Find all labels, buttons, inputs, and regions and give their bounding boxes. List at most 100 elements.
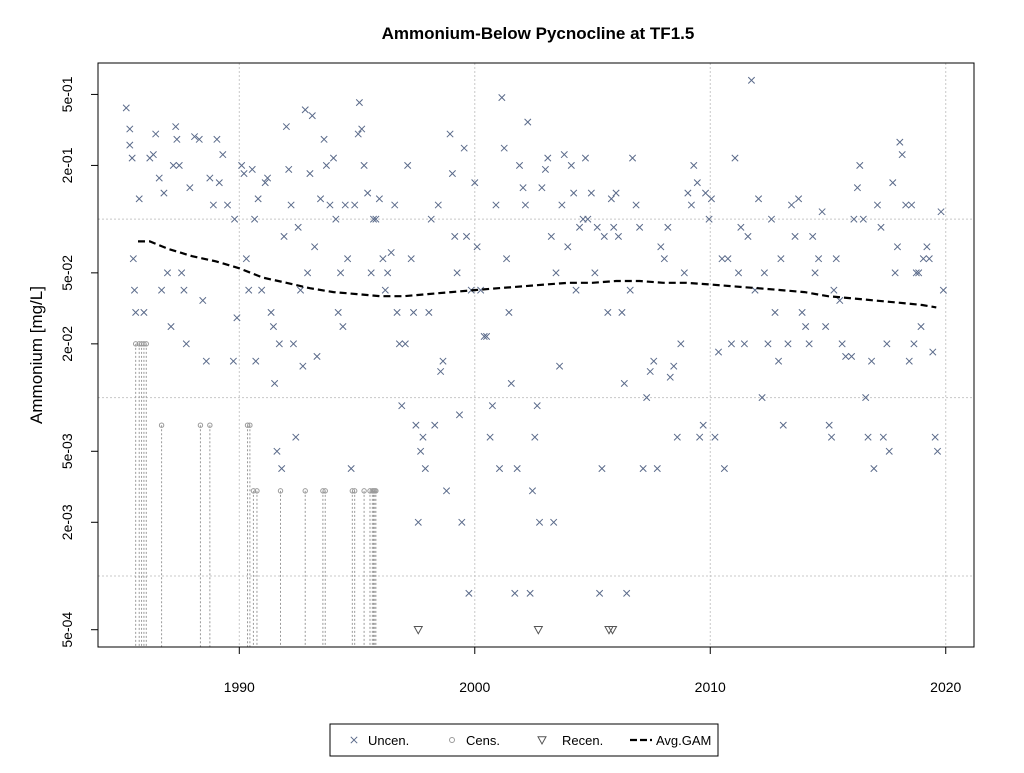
- uncensored-point: [802, 323, 810, 331]
- uncensored-point: [178, 269, 186, 277]
- uncensored-point: [336, 269, 345, 277]
- uncensored-point: [254, 195, 262, 203]
- uncensored-point: [572, 286, 580, 294]
- uncensored-point: [587, 189, 595, 197]
- uncensored-point: [912, 269, 920, 277]
- uncensored-point: [774, 357, 783, 365]
- uncensored-point: [129, 255, 137, 263]
- uncensored-point: [646, 367, 654, 376]
- uncensored-point: [347, 465, 355, 473]
- uncensored-point: [905, 357, 913, 365]
- uncensored-point: [538, 184, 546, 192]
- uncensored-point: [917, 323, 925, 331]
- uncensored-point: [919, 255, 927, 263]
- uncensored-point: [795, 195, 803, 203]
- uncensored-point: [838, 340, 846, 348]
- uncensored-point: [381, 286, 389, 294]
- uncensored-point: [369, 215, 378, 223]
- uncensored-point: [767, 215, 776, 223]
- uncensored-point: [326, 201, 334, 209]
- uncensored-point: [500, 144, 508, 152]
- plot-border: [97, 62, 975, 648]
- uncensored-point: [280, 232, 288, 240]
- uncensored-point: [304, 269, 312, 277]
- uncensored-point: [507, 379, 515, 387]
- uncensored-point: [412, 421, 420, 429]
- uncensored-point: [650, 357, 658, 365]
- uncensored-point: [503, 255, 511, 263]
- y-tick-label: 2e-03: [59, 504, 75, 540]
- uncensored-point: [149, 151, 157, 159]
- y-tick-label: 5e-04: [59, 612, 75, 648]
- censored-point: [302, 488, 308, 494]
- uncensored-point: [407, 255, 415, 263]
- uncensored-point: [354, 130, 362, 138]
- censored-series: [132, 341, 379, 647]
- uncensored-point: [434, 201, 442, 209]
- uncensored-point: [351, 201, 359, 209]
- uncensored-point: [791, 232, 799, 240]
- uncensored-point: [923, 243, 931, 251]
- legend-label: Cens.: [466, 733, 500, 748]
- uncensored-point: [925, 255, 933, 263]
- legend-label: Avg.GAM: [656, 733, 711, 748]
- legend-box: [329, 723, 719, 757]
- uncensored-point: [877, 223, 885, 231]
- uncensored-point: [231, 215, 239, 223]
- uncensored-point: [275, 340, 283, 348]
- uncensored-point: [818, 208, 826, 216]
- uncensored-point: [282, 123, 290, 131]
- censored-point: [322, 488, 328, 494]
- uncensored-point: [596, 589, 604, 597]
- uncensored-point: [209, 201, 217, 209]
- uncensored-point: [531, 433, 539, 441]
- legend-label: Uncen.: [368, 733, 409, 748]
- uncensored-point: [889, 179, 897, 187]
- uncensored-point: [173, 135, 181, 143]
- uncensored-point: [623, 589, 631, 597]
- uncensored-point: [598, 465, 606, 473]
- uncensored-point: [740, 340, 748, 348]
- uncensored-point: [859, 215, 867, 223]
- recensored-series: [413, 626, 618, 635]
- uncensored-point: [614, 232, 622, 240]
- uncensored-point: [632, 201, 640, 209]
- uncensored-point: [372, 215, 380, 223]
- uncensored-point: [519, 184, 527, 192]
- uncensored-point: [442, 487, 451, 495]
- censored-point: [361, 488, 367, 494]
- recensored-point: [607, 626, 618, 635]
- uncensored-point: [734, 269, 743, 277]
- uncensored-point: [395, 340, 403, 348]
- uncensored-point: [462, 232, 471, 240]
- uncensored-point: [908, 201, 916, 209]
- uncensored-point: [910, 340, 918, 348]
- uncensored-point: [158, 286, 166, 294]
- uncensored-point: [252, 357, 260, 365]
- uncensored-point: [660, 255, 668, 263]
- uncensored-point: [929, 348, 937, 356]
- uncensored-point: [883, 340, 891, 348]
- uncensored-point: [498, 94, 506, 102]
- gam-line-series: [138, 240, 937, 309]
- uncensored-point: [126, 141, 134, 149]
- censored-point: [197, 422, 204, 428]
- uncensored-point: [680, 269, 688, 277]
- uncensored-point: [132, 308, 140, 316]
- uncensored-point: [581, 154, 590, 162]
- uncensored-point: [670, 362, 678, 370]
- uncensored-point: [879, 433, 887, 441]
- uncensored-point: [248, 165, 256, 173]
- uncensored-point: [439, 357, 447, 365]
- uncensored-point: [238, 161, 246, 169]
- uncensored-point: [267, 308, 275, 316]
- uncensored-point: [285, 165, 293, 173]
- uncensored-point: [329, 154, 338, 162]
- uncensored-point: [684, 189, 692, 197]
- uncensored-point: [155, 174, 163, 182]
- uncensored-point: [263, 174, 272, 182]
- censored-point: [247, 422, 253, 428]
- uncensored-point: [902, 201, 910, 209]
- uncensored-point: [760, 269, 768, 277]
- uncensored-point: [471, 179, 479, 187]
